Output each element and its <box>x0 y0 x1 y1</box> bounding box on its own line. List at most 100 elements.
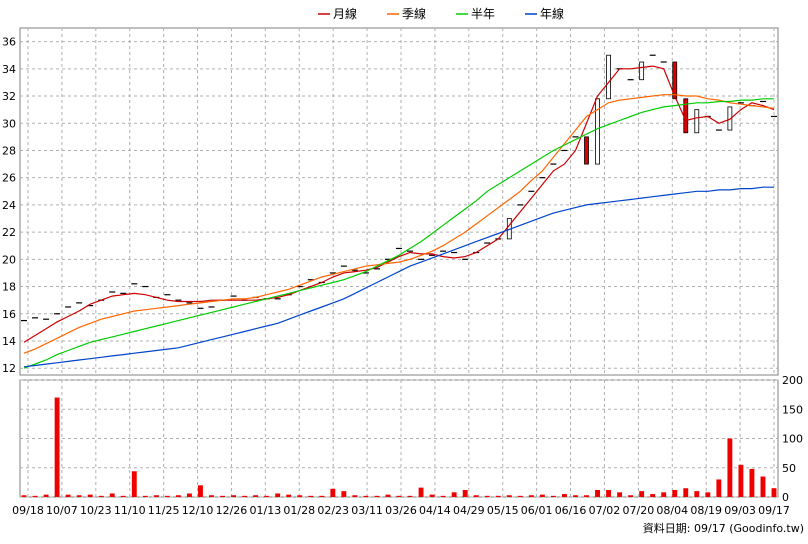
legend-label: 半年 <box>471 7 495 21</box>
x-tick-label: 12/26 <box>216 504 248 517</box>
x-tick-label: 06/16 <box>555 504 587 517</box>
volume-bar <box>308 495 314 497</box>
candle <box>672 61 678 100</box>
volume-bar <box>539 494 545 497</box>
price-tick-label: 16 <box>2 308 16 321</box>
volume-bar <box>418 487 424 497</box>
price-tick-label: 22 <box>2 226 16 239</box>
volume-bar <box>220 495 225 497</box>
volume-bar <box>584 495 589 497</box>
price-tick-label: 30 <box>2 117 16 130</box>
data-date-footer: 資料日期: 09/17 (Goodinfo.tw) <box>643 521 804 535</box>
x-tick-label: 02/23 <box>317 504 349 517</box>
x-tick-label: 09/18 <box>12 504 44 517</box>
volume-bar <box>595 489 600 497</box>
volume-bar <box>98 495 104 497</box>
volume-bar <box>528 495 534 497</box>
price-panel: 12 14 16 18 20 22 24 26 28 30 32 34 36 <box>2 27 779 376</box>
volume-bar <box>650 494 656 497</box>
volume-bar <box>32 495 38 497</box>
x-tick-label: 04/29 <box>453 504 485 517</box>
volume-bar <box>407 495 413 497</box>
volume-bar <box>738 464 744 497</box>
volume-bar <box>209 495 214 497</box>
x-tick-label: 07/20 <box>623 504 655 517</box>
volume-bar <box>617 492 623 497</box>
volume-bar <box>451 492 457 497</box>
x-tick-label: 03/11 <box>351 504 383 517</box>
volume-bar <box>352 495 358 497</box>
x-tick-label: 11/25 <box>148 504 180 517</box>
volume-bar <box>550 495 556 497</box>
x-tick-label: 04/14 <box>419 504 451 517</box>
x-tick-label: 10/07 <box>46 504 78 517</box>
price-tick-label: 28 <box>2 144 16 157</box>
volume-bar <box>694 491 700 497</box>
price-tick-label: 36 <box>2 36 16 49</box>
x-tick-label: 03/26 <box>385 504 417 517</box>
volume-bar <box>517 495 523 497</box>
volume-bar <box>186 493 192 497</box>
volume-bar <box>727 438 733 497</box>
candle <box>595 98 600 165</box>
x-tick-label: 07/02 <box>589 504 621 517</box>
volume-bar <box>76 495 82 497</box>
volume-bar <box>54 397 60 497</box>
volume-bar <box>264 495 270 497</box>
volume-bar <box>175 495 181 497</box>
price-tick-label: 32 <box>2 90 16 103</box>
volume-bar <box>164 495 170 497</box>
volume-bar <box>231 495 237 497</box>
price-tick-label: 26 <box>2 172 16 185</box>
price-tick-label: 18 <box>2 281 16 294</box>
x-tick-label: 08/04 <box>656 504 688 517</box>
volume-bar <box>253 495 259 497</box>
volume-bar <box>606 489 612 497</box>
volume-bar <box>120 495 126 497</box>
volume-bar <box>429 494 435 497</box>
ma-line <box>23 98 774 369</box>
ma-line <box>23 94 775 354</box>
legend-label: 年線 <box>540 6 564 21</box>
candle <box>639 61 645 81</box>
volume-bar <box>43 494 49 497</box>
volume-bar <box>142 495 148 497</box>
volume-bar <box>297 495 303 497</box>
volume-bar <box>109 493 115 497</box>
candle <box>584 136 589 165</box>
volume-bar <box>484 495 490 497</box>
x-tick-label: 01/28 <box>283 504 315 517</box>
x-tick-label: 12/10 <box>182 504 214 517</box>
volume-bar <box>749 468 755 497</box>
volume-bar <box>760 476 766 497</box>
volume-panel: 0 50 100 150 200 <box>19 374 803 504</box>
volume-bar <box>639 491 645 497</box>
volume-bar <box>716 479 722 497</box>
volume-bar <box>705 492 711 497</box>
x-tick-label: 09/03 <box>724 504 756 517</box>
volume-bar <box>242 495 248 497</box>
volume-bar <box>286 494 292 497</box>
volume-bar <box>628 495 634 497</box>
legend: 月線 季線 半年 年線 <box>318 6 564 21</box>
x-tick-label: 09/17 <box>758 504 790 517</box>
x-tick-label: 11/10 <box>114 504 146 517</box>
volume-tick-label: 50 <box>782 462 796 475</box>
x-axis: 09/18 10/07 10/23 11/10 11/25 12/10 12/26 01/13… <box>12 504 790 517</box>
volume-bar <box>341 491 347 497</box>
x-tick-label: 10/23 <box>80 504 112 517</box>
volume-bar <box>385 494 391 497</box>
x-tick-label: 05/15 <box>487 504 519 517</box>
volume-bar <box>672 489 678 497</box>
volume-bar <box>87 494 93 497</box>
legend-label: 季線 <box>402 6 426 21</box>
volume-bar <box>495 495 501 497</box>
x-tick-label: 08/19 <box>690 504 722 517</box>
volume-bar <box>319 495 325 497</box>
volume-bar <box>21 495 27 497</box>
volume-bar <box>396 495 402 497</box>
price-tick-label: 20 <box>2 253 16 266</box>
volume-bar <box>661 492 667 497</box>
volume-bar <box>131 471 137 497</box>
